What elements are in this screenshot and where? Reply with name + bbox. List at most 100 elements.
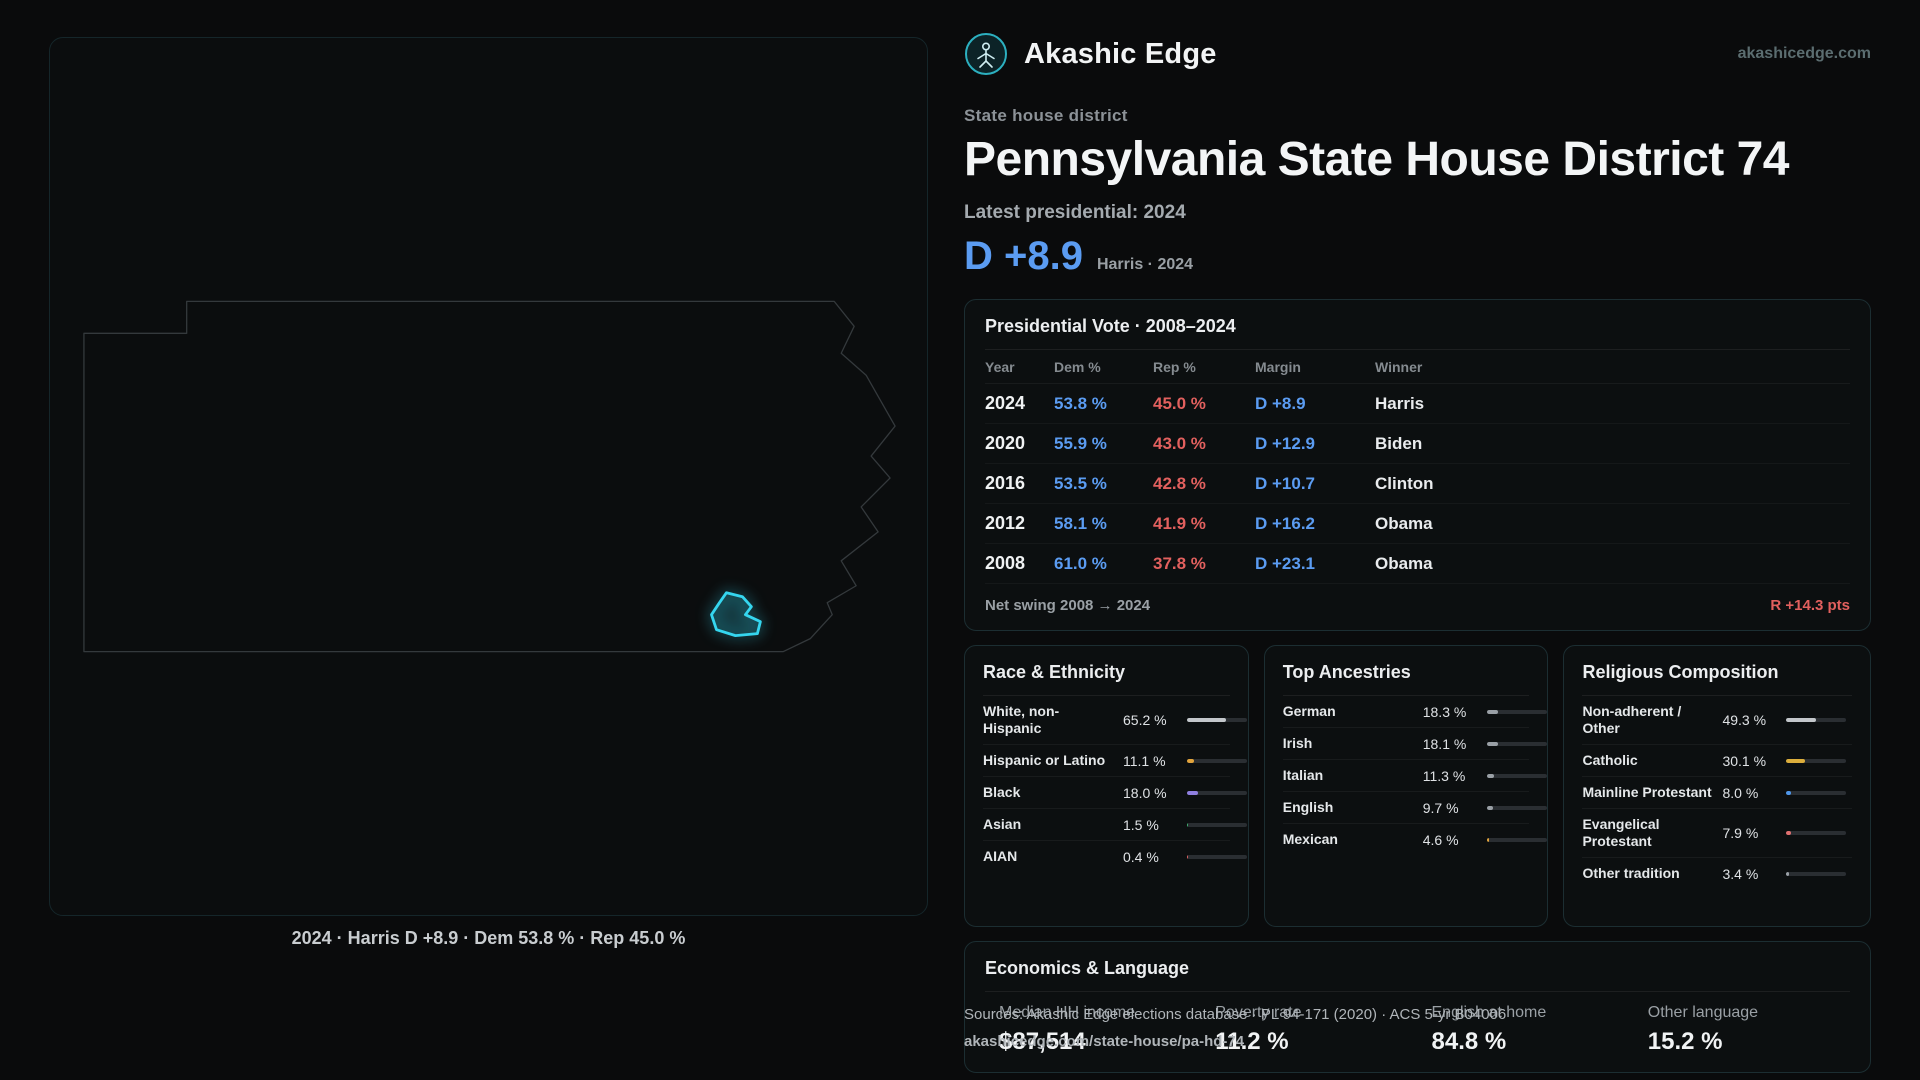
net-swing-label: Net swing 2008 → 2024	[985, 597, 1151, 614]
cell-year: 2012	[985, 513, 1026, 533]
stat-bar	[1486, 805, 1547, 810]
divider	[985, 349, 1850, 350]
stat-label: Mainline Protestant	[1582, 784, 1712, 800]
brand-name: Akashic Edge	[1024, 37, 1217, 70]
stat-value: 4.6 %	[1422, 831, 1459, 848]
cell-winner: Harris	[1375, 393, 1425, 413]
cell-dem-pct: 55.9 %	[1054, 433, 1107, 453]
cell-margin: D +12.9	[1255, 433, 1316, 453]
sources-footer: Sources: Akashic Edge elections database…	[964, 1001, 1524, 1055]
stat-row: Irish 18.1 %	[1282, 728, 1547, 760]
stat-row: Asian 1.5 %	[983, 809, 1247, 841]
stat-label: Italian	[1282, 767, 1324, 783]
stat-value: 18.1 %	[1422, 735, 1467, 752]
presidential-vote-card: Presidential Vote · 2008–2024 Year Dem %…	[964, 299, 1871, 631]
stat-row: Mexican 4.6 %	[1282, 824, 1547, 855]
stat-label: Catholic	[1582, 752, 1638, 768]
stat-row: Other tradition 3.4 %	[1582, 858, 1852, 889]
pennsylvania-outline	[83, 300, 896, 653]
cell-margin: D +16.2	[1255, 513, 1316, 533]
stat-label: Poverty rate	[1215, 1004, 1302, 1021]
stat-row: Catholic 30.1 %	[1582, 745, 1852, 777]
stat-bar	[1187, 822, 1247, 827]
headline: D +8.9 Harris · 2024	[964, 234, 1871, 279]
table-header: Year Dem % Rep % Margin Winner	[985, 350, 1850, 384]
map-caption: 2024 · Harris D +8.9 · Dem 53.8 % · Rep …	[291, 928, 686, 948]
stat-row: Italian 11.3 %	[1282, 760, 1547, 792]
stat-row: Black 18.0 %	[983, 777, 1247, 809]
top-ancestries-card: Top Ancestries German 18.3 % Irish 18.1 …	[1263, 645, 1549, 927]
stat-bar	[1486, 741, 1547, 746]
col-winner: Winner	[1375, 359, 1423, 375]
stat-row: White, non-Hispanic 65.2 %	[983, 696, 1247, 745]
col-margin: Margin	[1255, 359, 1301, 375]
permalink[interactable]: akashicedge.com/state-house/pa-hd-74	[964, 1033, 1245, 1050]
stat-value: 8.0 %	[1722, 784, 1759, 801]
table-row: 2016 53.5 % 42.8 % D +10.7 Clinton	[985, 464, 1850, 504]
cell-year: 2008	[985, 553, 1026, 573]
cell-year: 2024	[985, 393, 1026, 413]
cell-dem-pct: 58.1 %	[1054, 513, 1107, 533]
state-map	[83, 300, 896, 653]
card-title: Top Ancestries	[1282, 662, 1411, 682]
card-title: Economics & Language	[985, 958, 1190, 978]
stat-block: English at home 84.8 %	[1418, 1004, 1634, 1056]
stat-row: German 18.3 %	[1282, 696, 1547, 728]
stat-bar	[1786, 831, 1847, 835]
stat-label: AIAN	[983, 848, 1018, 864]
cell-margin: D +8.9	[1255, 393, 1306, 413]
stat-label: Median HH income	[999, 1004, 1136, 1021]
cell-winner: Clinton	[1375, 473, 1434, 493]
stat-row: Mainline Protestant 8.0 %	[1582, 777, 1852, 809]
divider	[1582, 695, 1852, 696]
cell-dem-pct: 61.0 %	[1054, 553, 1107, 573]
stat-bar	[1187, 718, 1247, 722]
headline-note: Harris · 2024	[1096, 256, 1194, 273]
stat-bar	[1786, 871, 1847, 876]
stat-value: 84.8 %	[1431, 1028, 1507, 1055]
card-title: Race & Ethnicity	[983, 662, 1126, 682]
stat-bar	[1786, 790, 1847, 795]
stat-block: Other language 15.2 %	[1634, 1004, 1850, 1056]
table-row: 2024 53.8 % 45.0 % D +8.9 Harris	[985, 384, 1850, 424]
stat-label: Hispanic or Latino	[983, 752, 1106, 768]
sources-line: Sources: Akashic Edge elections database…	[964, 1006, 1507, 1023]
stat-label: Mexican	[1282, 831, 1338, 847]
stat-value: 49.3 %	[1722, 712, 1767, 728]
cell-winner: Obama	[1375, 553, 1433, 573]
cell-winner: Obama	[1375, 513, 1433, 533]
cell-rep-pct: 42.8 %	[1153, 473, 1206, 493]
divider	[1282, 695, 1530, 696]
stat-label: White, non-Hispanic	[983, 703, 1060, 736]
cell-rep-pct: 37.8 %	[1153, 553, 1206, 573]
cell-year: 2020	[985, 433, 1026, 453]
stat-value: 15.2 %	[1647, 1028, 1723, 1055]
stat-label: Other tradition	[1582, 865, 1680, 881]
stat-row: Non-adherent / Other 49.3 %	[1582, 696, 1852, 745]
stat-value: 0.4 %	[1123, 848, 1159, 865]
cell-dem-pct: 53.5 %	[1054, 473, 1107, 493]
brand-domain-link[interactable]: akashicedge.com	[1737, 45, 1871, 62]
cell-winner: Biden	[1375, 433, 1423, 453]
headline-margin: D +8.9	[964, 234, 1083, 278]
cell-dem-pct: 53.8 %	[1054, 393, 1107, 413]
stat-block: Median HH income $87,514	[985, 1004, 1201, 1056]
stat-bar	[1187, 790, 1247, 795]
district-highlight[interactable]	[710, 591, 762, 638]
cell-margin: D +23.1	[1255, 553, 1316, 573]
brand-logo-icon	[964, 32, 1008, 76]
stat-value: 11.1 %	[1123, 752, 1166, 769]
divider	[985, 991, 1850, 992]
stat-label: Non-adherent / Other	[1582, 703, 1682, 736]
stat-value: 18.3 %	[1422, 703, 1467, 720]
cell-year: 2016	[985, 473, 1026, 493]
stat-bar	[1486, 773, 1547, 778]
stat-label: Asian	[983, 816, 1022, 832]
religious-composition-card: Religious Composition Non-adherent / Oth…	[1563, 645, 1871, 927]
demographics-row: Race & Ethnicity White, non-Hispanic 65.…	[964, 645, 1871, 927]
card-title: Religious Composition	[1582, 662, 1779, 682]
stat-value: 30.1 %	[1722, 752, 1767, 769]
stat-value: 65.2 %	[1123, 712, 1167, 728]
stat-row: Hispanic or Latino 11.1 %	[983, 745, 1247, 777]
kicker: State house district	[964, 106, 1128, 125]
